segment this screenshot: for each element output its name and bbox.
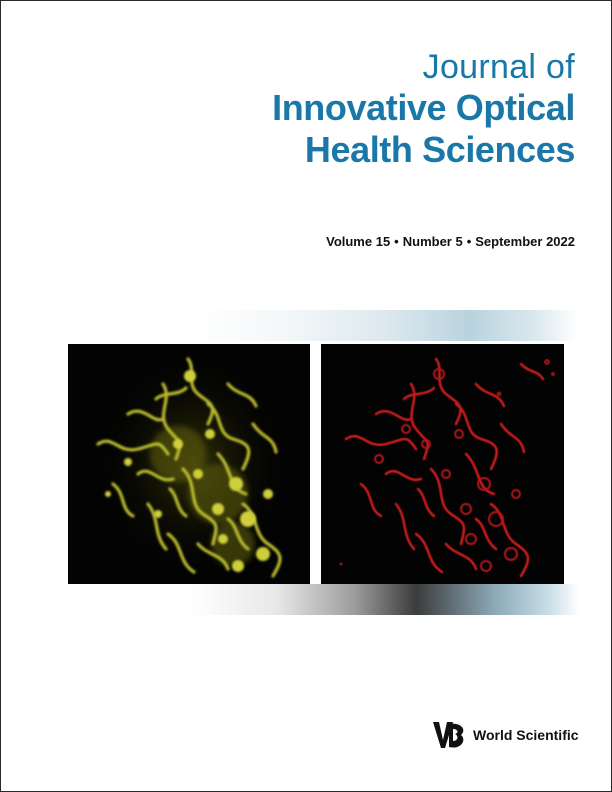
decorative-gradient-band-bottom [191,584,579,615]
world-scientific-logo-icon [433,722,464,748]
journal-title: Journal of Innovative Optical Health Sci… [272,47,575,171]
yellow-micrograph-graphic [96,354,288,578]
issue-date: September 2022 [475,234,575,249]
journal-title-line1: Journal of [422,48,575,86]
journal-title-line3: Health Sciences [304,129,576,170]
publisher-logo: World Scientific [431,720,579,750]
issue-info: Volume 15 • Number 5 • September 2022 [326,234,575,249]
volume-label: Volume 15 [326,234,391,249]
yellow-fluorescence-micrograph [68,344,310,584]
separator-dot: • [394,234,399,249]
publisher-name: World Scientific [473,727,579,743]
number-label: Number 5 [402,234,463,249]
decorative-gradient-band-top [191,310,579,341]
journal-title-line2: Innovative Optical [272,87,575,128]
red-micrograph-graphic [339,357,555,578]
separator-dot: • [466,234,472,249]
red-fluorescence-micrograph [321,344,564,584]
